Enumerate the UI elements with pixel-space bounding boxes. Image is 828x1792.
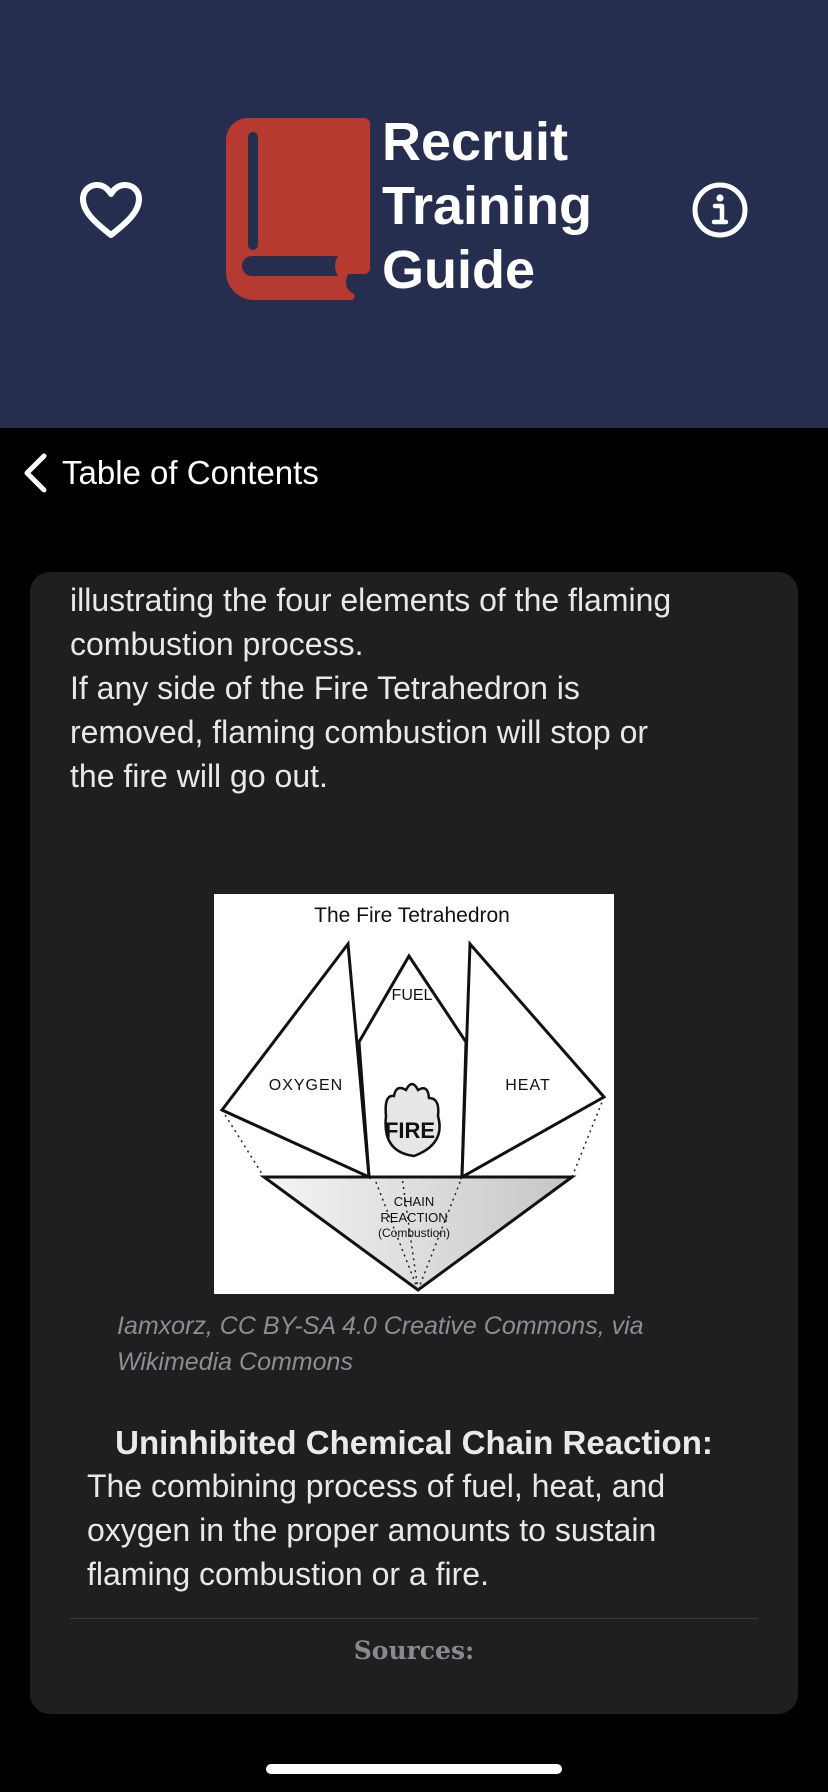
divider: [70, 1618, 758, 1619]
caption-line: Iamxorz, CC BY-SA 4.0 Creative Commons, …: [117, 1312, 644, 1340]
app-title-line: Guide: [382, 240, 536, 300]
content-card[interactable]: illustrating the four elements of the fl…: [30, 572, 798, 1714]
text-line: combustion process.: [70, 626, 364, 662]
oxygen-label: OXYGEN: [269, 1077, 343, 1094]
fire-tetrahedron-diagram: The Fire Tetrahedron FUEL OXYGEN HEAT: [219, 904, 607, 1292]
text-line: If any side of the Fire Tetrahedron is: [70, 670, 580, 706]
heat-face: [460, 940, 607, 1180]
sources-heading: Sources:: [353, 1636, 475, 1665]
book-icon: [226, 118, 370, 300]
app-header: Recruit Training Guide: [0, 0, 828, 428]
text-line: the fire will go out.: [70, 758, 328, 794]
app-title-line: Recruit: [382, 112, 569, 172]
chain-label-line: (Combustion): [378, 1226, 450, 1240]
intro-paragraph: illustrating the four elements of the fl…: [70, 578, 790, 666]
chevron-left-icon: [24, 453, 47, 493]
home-indicator[interactable]: [266, 1764, 562, 1774]
term-definition: The combining process of fuel, heat, and…: [87, 1464, 767, 1596]
app-title: Recruit Training Guide: [382, 110, 592, 302]
fuel-label: FUEL: [392, 987, 433, 1004]
fire-flame: [384, 1082, 441, 1158]
caption-line: Wikimedia Commons: [117, 1348, 353, 1376]
text-line: illustrating the four elements of the fl…: [70, 582, 672, 618]
info-button[interactable]: [690, 180, 750, 240]
image-caption: Iamxorz, CC BY-SA 4.0 Creative Commons, …: [117, 1308, 737, 1380]
text-line: flaming combustion or a fire.: [87, 1556, 489, 1592]
fire-label: FIRE: [385, 1118, 435, 1143]
heat-label: HEAT: [505, 1077, 550, 1094]
removal-paragraph: If any side of the Fire Tetrahedron is r…: [70, 666, 790, 798]
favorite-button[interactable]: [76, 177, 146, 243]
chain-label-line: REACTION: [380, 1210, 447, 1225]
back-to-toc-button[interactable]: Table of Contents: [22, 448, 319, 498]
dotted-lines: [221, 1096, 605, 1291]
text-line: oxygen in the proper amounts to sustain: [87, 1512, 657, 1548]
oxygen-face: [219, 940, 371, 1180]
info-circle-icon: [692, 182, 748, 238]
heart-outline-icon: [80, 182, 142, 238]
back-label: Table of Contents: [62, 454, 319, 491]
text-line: The combining process of fuel, heat, and: [87, 1468, 666, 1504]
term-heading: Uninhibited Chemical Chain Reaction:: [115, 1424, 713, 1461]
app-title-line: Training: [382, 176, 593, 236]
diagram-title: The Fire Tetrahedron: [314, 904, 510, 927]
chain-label-line: CHAIN: [394, 1194, 434, 1209]
fire-tetrahedron-image: The Fire Tetrahedron FUEL OXYGEN HEAT: [214, 894, 614, 1294]
navigation-bar: Table of Contents: [0, 428, 828, 518]
text-line: removed, flaming combustion will stop or: [70, 714, 649, 750]
